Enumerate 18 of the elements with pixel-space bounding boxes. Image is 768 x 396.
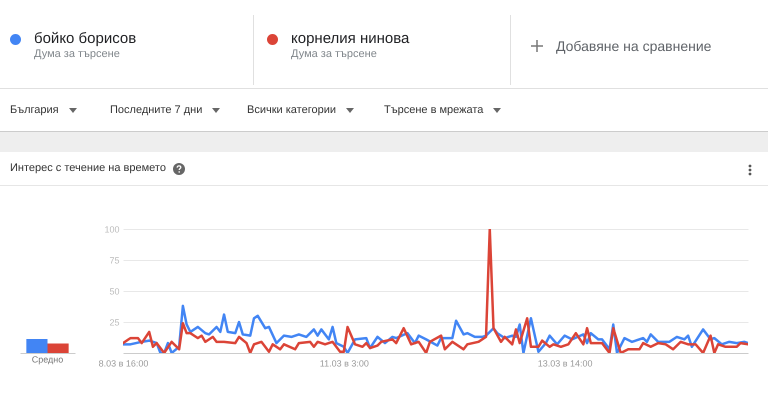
text: Добавяне на сравнение xyxy=(556,38,712,54)
text: Дума за търсене xyxy=(291,48,377,60)
text: Търсене в мрежата xyxy=(384,104,484,116)
x-tick-label: 11.03 в 3:00 xyxy=(320,358,369,368)
legend-label: бойко борисов xyxy=(34,30,136,47)
text: Всички категории xyxy=(247,104,336,116)
y-tick-label: 50 xyxy=(109,286,120,296)
x-tick-label: 13.03 в 14:00 xyxy=(538,358,593,368)
text: България xyxy=(10,104,59,116)
x-tick-label: Средно xyxy=(32,354,64,364)
chart-title: Интерес с течение на времето xyxy=(10,162,166,174)
text: Последните 7 дни xyxy=(110,104,202,116)
legend-label: корнелия нинова xyxy=(291,30,410,47)
y-tick-label: 75 xyxy=(109,256,120,266)
y-tick-label: 25 xyxy=(109,318,120,328)
text: Дума за търсене xyxy=(34,48,120,60)
y-tick-label: 100 xyxy=(104,224,120,234)
x-tick-label: 8.03 в 16:00 xyxy=(98,358,148,368)
